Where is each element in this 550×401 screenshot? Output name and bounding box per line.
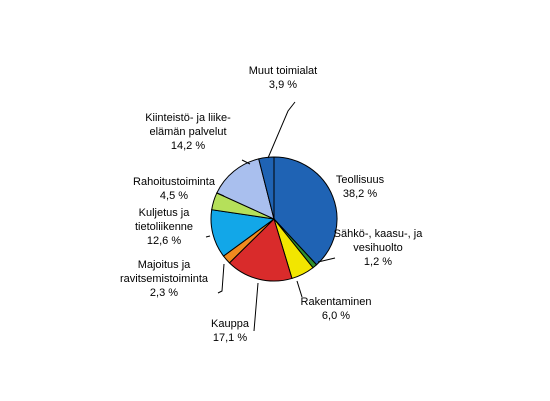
leader-line-9 bbox=[267, 101, 296, 159]
leader-line-6 bbox=[205, 235, 211, 238]
slice-category-text: Rahoitustoiminta bbox=[133, 176, 216, 188]
leader-lines bbox=[205, 101, 336, 332]
slice-category-text: Sähkö-, kaasu-, ja bbox=[334, 228, 424, 240]
slice-value-text: 6,0 % bbox=[322, 310, 350, 322]
slice-label-1: Teollisuus 38,2 % bbox=[336, 174, 385, 200]
slice-category-text: elämän palvelut bbox=[149, 126, 226, 138]
slice-label-4: Kauppa 17,1 % bbox=[211, 318, 250, 344]
pie-slice-1 bbox=[273, 156, 338, 266]
leader-line-3 bbox=[296, 280, 303, 298]
slice-category-text: Majoitus ja bbox=[138, 259, 191, 271]
slice-labels: Teollisuus 38,2 % Sähkö-, kaasu-, ja vesihu… bbox=[120, 65, 423, 344]
slice-value-text: 3,9 % bbox=[269, 79, 297, 91]
leader-line-7 bbox=[216, 192, 225, 197]
slice-label-6: Kuljetus ja tietoliikenne 12,6 % bbox=[135, 207, 193, 247]
pie-slice-4 bbox=[228, 218, 293, 282]
slice-label-8: Kiinteistö- ja liike-elämän palvelut 14,2… bbox=[145, 112, 231, 152]
leader-line-5 bbox=[217, 263, 225, 294]
slice-category-text: tietoliikenne bbox=[135, 221, 193, 233]
slice-category-text: ravitsemistoiminta bbox=[120, 273, 209, 285]
slice-label-7: Rahoitustoiminta 4,5 % bbox=[133, 176, 216, 202]
pie-slice-8 bbox=[216, 158, 275, 220]
slice-value-text: 38,2 % bbox=[343, 188, 377, 200]
leader-line-4 bbox=[253, 282, 259, 332]
slice-category-text: Rakentaminen bbox=[301, 296, 372, 308]
slice-label-9: Muut toimialat 3,9 % bbox=[249, 65, 317, 91]
slice-category-text: Kiinteistö- ja liike- bbox=[145, 112, 231, 124]
slice-value-text: 17,1 % bbox=[213, 332, 247, 344]
pie-slice-9 bbox=[258, 156, 275, 220]
slice-value-text: 14,2 % bbox=[171, 140, 205, 152]
slice-label-3: Rakentaminen 6,0 % bbox=[301, 296, 372, 322]
slice-label-2: Sähkö-, kaasu-, ja vesihuolto 1,2 % bbox=[334, 228, 424, 268]
slice-category-text: Kauppa bbox=[211, 318, 250, 330]
slice-category-text: vesihuolto bbox=[353, 242, 403, 254]
slice-value-text: 12,6 % bbox=[147, 235, 181, 247]
slice-value-text: 2,3 % bbox=[150, 287, 178, 299]
leader-line-2 bbox=[317, 257, 336, 263]
slice-label-5: Majoitus ja ravitsemistoiminta 2,3 % bbox=[120, 259, 209, 299]
pie-slices bbox=[210, 156, 338, 282]
slice-value-text: 1,2 % bbox=[364, 256, 392, 268]
slice-category-text: Kuljetus ja bbox=[139, 207, 191, 219]
leader-line-8 bbox=[241, 159, 251, 165]
slice-category-text: Muut toimialat bbox=[249, 65, 317, 77]
slice-value-text: 4,5 % bbox=[160, 190, 188, 202]
slice-category-text: Teollisuus bbox=[336, 174, 385, 186]
